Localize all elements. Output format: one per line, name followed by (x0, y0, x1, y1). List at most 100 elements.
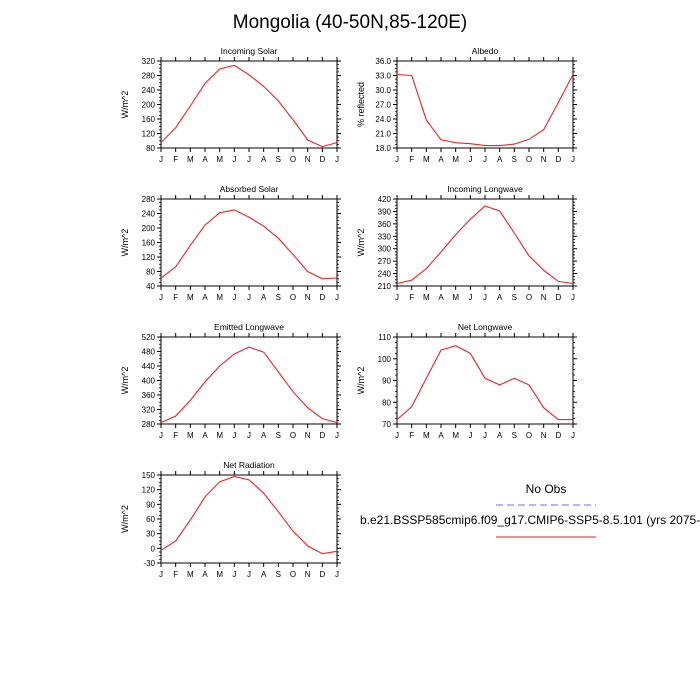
emitted-longwave-xtick-label: S (276, 431, 281, 440)
net-longwave-xtick-label: D (555, 431, 561, 440)
emitted-longwave-title: Emitted Longwave (214, 322, 284, 332)
net-radiation-xtick-label: J (247, 570, 251, 579)
incoming-solar-ytick-label: 240 (142, 86, 156, 95)
albedo-xtick-label: M (423, 155, 430, 164)
emitted-longwave-xtick-label: D (319, 431, 325, 440)
net-radiation-series-line (160, 475, 338, 555)
legend-obs-label: No Obs (525, 482, 567, 496)
albedo-xtick-label: O (526, 155, 532, 164)
incoming-longwave-xtick-label: D (555, 293, 561, 302)
incoming-solar-xtick-label: F (173, 155, 178, 164)
incoming-longwave-xtick-label: S (512, 293, 517, 302)
net-longwave-ytick-label: 80 (382, 398, 391, 407)
incoming-solar-xtick-label: J (335, 155, 339, 164)
net-longwave-xtick-label: J (571, 431, 575, 440)
absorbed-solar-ylabel: W/m^2 (120, 229, 130, 257)
net-radiation-ytick-label: 60 (146, 515, 155, 524)
absorbed-solar-xtick-label: F (173, 293, 178, 302)
incoming-solar-ytick-label: 320 (142, 57, 156, 66)
incoming-solar-xtick-label: D (319, 155, 325, 164)
albedo-ytick-label: 36.0 (375, 57, 391, 66)
emitted-longwave-plot-frame (160, 336, 338, 425)
emitted-longwave-xtick-label: N (305, 431, 311, 440)
incoming-longwave-xtick-label: N (541, 293, 547, 302)
albedo-ytick-label: 21.0 (375, 130, 391, 139)
albedo-ytick-label: 27.0 (375, 101, 391, 110)
incoming-solar-ytick-label: 280 (142, 72, 156, 81)
incoming-solar-xtick-label: A (202, 155, 208, 164)
net-longwave-xtick-label: J (395, 431, 399, 440)
net-radiation-ylabel: W/m^2 (120, 505, 130, 533)
incoming-solar-xtick-label: J (247, 155, 251, 164)
emitted-longwave-xtick-label: M (216, 431, 223, 440)
albedo-xtick-label: A (438, 155, 444, 164)
absorbed-solar-xtick-label: M (216, 293, 223, 302)
albedo-ylabel: % reflected (356, 82, 366, 127)
albedo-xtick-label: M (452, 155, 459, 164)
net-radiation-xtick-label: J (335, 570, 339, 579)
albedo-ytick-label: 18.0 (375, 144, 391, 153)
absorbed-solar-ytick-label: 240 (142, 210, 156, 219)
albedo-xtick-label: F (409, 155, 414, 164)
incoming-solar-xtick-label: A (261, 155, 267, 164)
net-radiation-xtick-label: A (202, 570, 208, 579)
albedo-xtick-label: S (512, 155, 517, 164)
albedo-title: Albedo (472, 46, 499, 56)
net-longwave-series-line (396, 345, 573, 421)
incoming-solar-ytick-label: 160 (142, 115, 156, 124)
emitted-longwave-xtick-label: F (173, 431, 178, 440)
incoming-solar-xtick-label: S (276, 155, 281, 164)
incoming-longwave-ytick-label: 360 (378, 220, 392, 229)
net-longwave-xtick-label: S (512, 431, 517, 440)
net-radiation-ytick-label: 30 (146, 530, 155, 539)
albedo-xtick-label: A (497, 155, 503, 164)
net-radiation-xtick-label: J (232, 570, 236, 579)
net-longwave-xtick-label: M (423, 431, 430, 440)
incoming-solar-series-line (160, 64, 338, 148)
emitted-longwave-ytick-label: 520 (142, 333, 156, 342)
incoming-longwave-xtick-label: M (452, 293, 459, 302)
net-radiation-xtick-label: F (173, 570, 178, 579)
incoming-solar-xtick-label: M (187, 155, 194, 164)
net-radiation-ytick-label: 90 (146, 500, 155, 509)
absorbed-solar-xtick-label: J (159, 293, 163, 302)
incoming-solar-ytick-label: 80 (146, 144, 155, 153)
absorbed-solar-ytick-label: 160 (142, 239, 156, 248)
incoming-longwave-ytick-label: 210 (378, 282, 392, 291)
albedo-xtick-label: N (541, 155, 547, 164)
albedo-series-line (396, 73, 574, 147)
emitted-longwave-ylabel: W/m^2 (120, 367, 130, 395)
incoming-longwave-ytick-label: 420 (378, 195, 392, 204)
emitted-longwave-ytick-label: 400 (142, 377, 156, 386)
absorbed-solar-series-line (160, 209, 338, 280)
absorbed-solar-ytick-label: 200 (142, 224, 156, 233)
albedo-ytick-label: 33.0 (375, 72, 391, 81)
incoming-longwave-ytick-label: 240 (378, 270, 392, 279)
emitted-longwave-xtick-label: J (159, 431, 163, 440)
net-longwave-ytick-label: 70 (382, 420, 391, 429)
net-radiation-xtick-label: O (290, 570, 296, 579)
albedo-xtick-label: J (571, 155, 575, 164)
emitted-longwave-series-line (160, 346, 338, 424)
incoming-solar-ytick-label: 120 (142, 130, 156, 139)
absorbed-solar-xtick-label: A (202, 293, 208, 302)
incoming-longwave-xtick-label: M (423, 293, 430, 302)
absorbed-solar-xtick-label: S (276, 293, 281, 302)
net-longwave-ytick-label: 100 (378, 355, 392, 364)
absorbed-solar-xtick-label: A (261, 293, 267, 302)
incoming-longwave-title: Incoming Longwave (447, 184, 523, 194)
net-radiation-xtick-label: J (159, 570, 163, 579)
legend-case-label: b.e21.BSSP585cmip6.f09_g17.CMIP6-SSP5-8.… (360, 513, 700, 527)
absorbed-solar-xtick-label: M (187, 293, 194, 302)
emitted-longwave-xtick-label: J (232, 431, 236, 440)
absorbed-solar-xtick-label: J (335, 293, 339, 302)
incoming-longwave-ytick-label: 330 (378, 232, 392, 241)
net-radiation-xtick-label: D (319, 570, 325, 579)
incoming-solar-xtick-label: J (232, 155, 236, 164)
incoming-longwave-xtick-label: A (438, 293, 444, 302)
albedo-ytick-label: 30.0 (375, 86, 391, 95)
net-longwave-xtick-label: A (438, 431, 444, 440)
albedo-xtick-label: D (555, 155, 561, 164)
absorbed-solar-xtick-label: D (319, 293, 325, 302)
